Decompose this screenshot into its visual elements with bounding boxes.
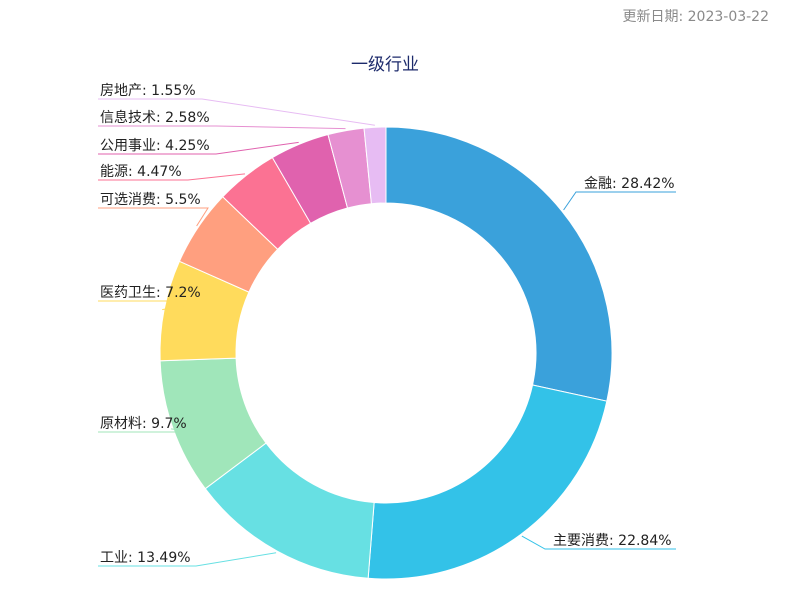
- slice-label-6: 可选消费: 5.5%: [100, 192, 201, 208]
- leader-line-2: [521, 535, 676, 550]
- slice-label-10: 房地产: 1.55%: [100, 83, 196, 99]
- update-date: 更新日期: 2023-03-22: [622, 9, 769, 25]
- slice-2[interactable]: [367, 384, 608, 580]
- slice-label-5: 医药卫生: 7.2%: [100, 285, 201, 301]
- slice-label-7: 能源: 4.47%: [100, 164, 182, 180]
- leader-line-10: [98, 98, 375, 126]
- leader-line-9: [98, 125, 346, 130]
- slice-1[interactable]: [385, 126, 613, 402]
- chart-title: 一级行业: [351, 55, 419, 75]
- leader-line-8: [98, 141, 299, 155]
- slice-label-2: 主要消费: 22.84%: [553, 533, 672, 549]
- slice-label-8: 公用事业: 4.25%: [100, 138, 210, 154]
- leader-line-6: [98, 207, 209, 227]
- leader-line-3: [98, 552, 277, 567]
- slice-label-3: 工业: 13.49%: [100, 550, 191, 566]
- slice-label-9: 信息技术: 2.58%: [100, 109, 210, 126]
- leader-line-1: [563, 191, 676, 211]
- leader-line-7: [98, 173, 246, 181]
- leader-line-5: [98, 300, 209, 311]
- leader-line-4: [98, 428, 195, 433]
- slice-label-4: 原材料: 9.7%: [100, 416, 187, 432]
- slice-10[interactable]: [363, 126, 387, 205]
- slice-label-1: 金融: 28.42%: [584, 176, 675, 192]
